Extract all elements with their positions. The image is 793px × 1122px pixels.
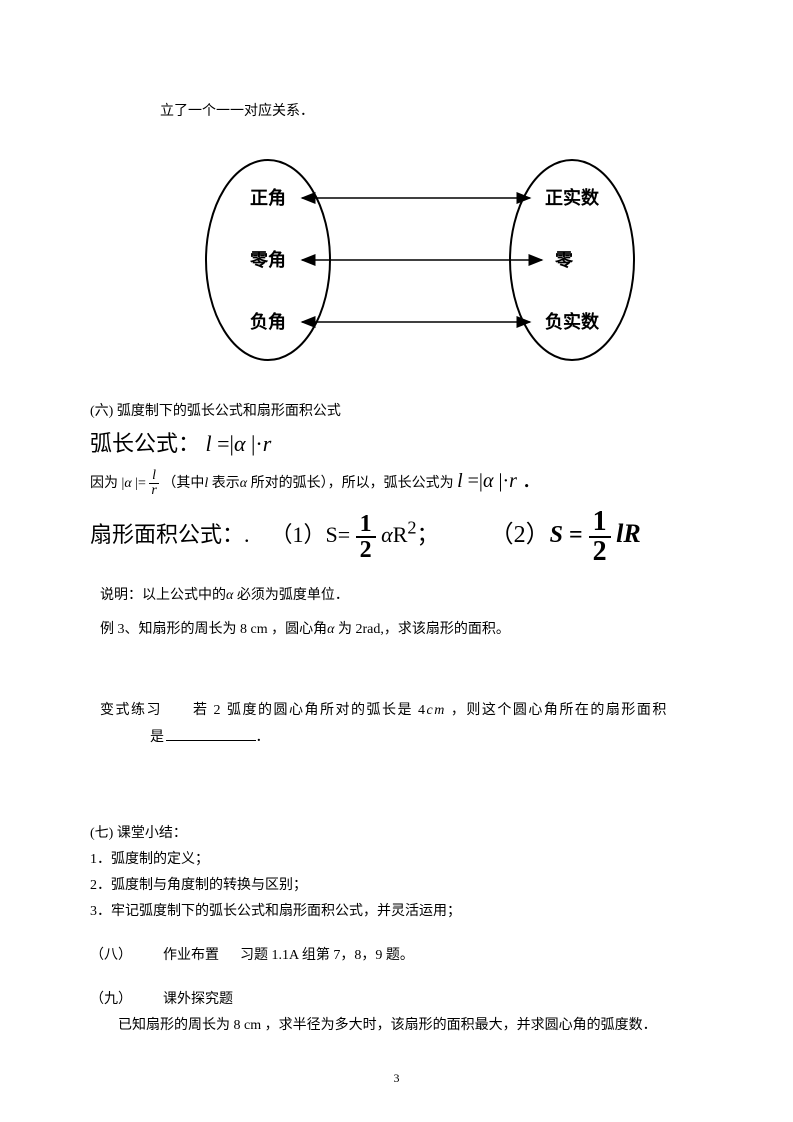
section6-title: (六) 弧度制下的弧长公式和扇形面积公式 <box>90 400 703 420</box>
because-paren-tail: 表示 <box>208 476 240 491</box>
right-neg-label: 负实数 <box>545 311 600 332</box>
because-frac-den: r <box>149 484 158 498</box>
section9-row: （九） 课外探究题 <box>90 987 703 1013</box>
because-prefix: 因为 <box>90 476 118 491</box>
section8-num: （八） <box>90 948 132 963</box>
because-paren-alpha: α <box>240 476 247 491</box>
note-suffix: 必须为弧度单位． <box>233 588 349 603</box>
correspondence-diagram: 正角 零角 负角 正实数 零 负实数 <box>190 150 650 370</box>
sector-frac2-den: 2 <box>589 538 611 566</box>
example-suffix: 为 2rad,，求该扇形的面积。 <box>334 622 509 637</box>
summary-block: (七) 课堂小结： 1．弧度制的定义； 2．弧度制与角度制的转换与区别； 3．牢… <box>90 821 703 1038</box>
left-pos-label: 正角 <box>250 187 286 208</box>
section9-label: 课外探究题 <box>163 992 233 1007</box>
right-pos-label: 正实数 <box>545 187 600 208</box>
section9-num: （九） <box>90 992 132 1007</box>
section7-item2: 2．弧度制与角度制的转换与区别； <box>90 873 703 899</box>
sector-frac1-num: 1 <box>356 512 376 538</box>
because-formula: l =|α |·r ． <box>457 470 542 492</box>
sector-frac-1: 1 2 <box>356 512 376 562</box>
variant-prefix: 变式练习 若 2 弧度的圆心角所对的弧长是 4 <box>100 703 427 718</box>
because-paren-end: 所对的弧长），所以，弧长公式为 <box>247 476 454 491</box>
section8-label: 作业布置 <box>163 948 219 963</box>
right-zero-label: 零 <box>554 250 574 270</box>
sector-part1-prefix: （1）S= <box>271 522 351 547</box>
sector-part2-suffix: lR <box>616 519 641 548</box>
note-prefix: 说明：以上公式中的 <box>100 588 226 603</box>
left-neg-label: 负角 <box>250 311 286 332</box>
sector-part1-suffix: αR2； <box>381 522 438 547</box>
because-alpha: α <box>124 476 131 491</box>
variant-cm: cm <box>427 703 446 718</box>
because-frac-num: l <box>149 469 158 484</box>
variant-blank <box>166 726 256 741</box>
variant-mid: ，则这个圆心角所在的扇形面积 <box>446 703 668 718</box>
section9-body: 已知扇形的周长为 8 cm ，求半径为多大时，该扇形的面积最大，并求圆心角的弧度… <box>118 1013 703 1039</box>
sector-part2-prefix: （2）S = <box>490 522 589 548</box>
intro-line: 立了一个一一对应关系． <box>160 100 703 120</box>
variant-line2-suffix: ． <box>256 730 272 745</box>
variant-line2-prefix: 是 <box>150 730 166 745</box>
section7-item1: 1．弧度制的定义； <box>90 847 703 873</box>
example-3: 例 3、知扇形的周长为 8 cm ，圆心角α 为 2rad,，求该扇形的面积。 <box>100 618 703 638</box>
because-fraction: l r <box>149 469 158 498</box>
sector-frac-2: 1 2 <box>589 508 611 566</box>
section7-item3: 3．牢记弧度制下的弧长公式和扇形面积公式，并灵活运用； <box>90 899 703 925</box>
variant-exercise: 变式练习 若 2 弧度的圆心角所对的弧长是 4cm ，则这个圆心角所在的扇形面积… <box>100 698 703 751</box>
sector-frac1-den: 2 <box>356 538 376 562</box>
section8-row: （八） 作业布置 习题 1.1A 组第 7，8，9 题。 <box>90 943 703 969</box>
example-prefix: 例 3、知扇形的周长为 8 cm ，圆心角 <box>100 622 327 637</box>
arc-formula-label: 弧长公式： <box>90 431 200 456</box>
because-line: 因为 |α |= l r （其中l 表示α 所对的弧长），所以，弧长公式为 l … <box>90 464 703 498</box>
note-line: 说明：以上公式中的α 必须为弧度单位． <box>100 584 703 604</box>
because-paren: （其中 <box>162 476 204 491</box>
arc-formula: 弧长公式： l =|α |·r <box>90 426 703 458</box>
arc-formula-math: l =|α |·r <box>206 431 272 456</box>
page-number: 3 <box>0 1071 793 1086</box>
because-abs-eq: |= <box>132 476 146 491</box>
section7-title: (七) 课堂小结： <box>90 821 703 847</box>
sector-formula-line: 扇形面积公式：. （1）S= 1 2 αR2； （2）S = 1 2 lR <box>90 508 703 566</box>
section8-text: 习题 1.1A 组第 7，8，9 题。 <box>240 948 414 963</box>
left-zero-label: 零角 <box>249 249 286 270</box>
sector-label: 扇形面积公式：. <box>90 522 250 547</box>
sector-frac2-num: 1 <box>589 508 611 538</box>
